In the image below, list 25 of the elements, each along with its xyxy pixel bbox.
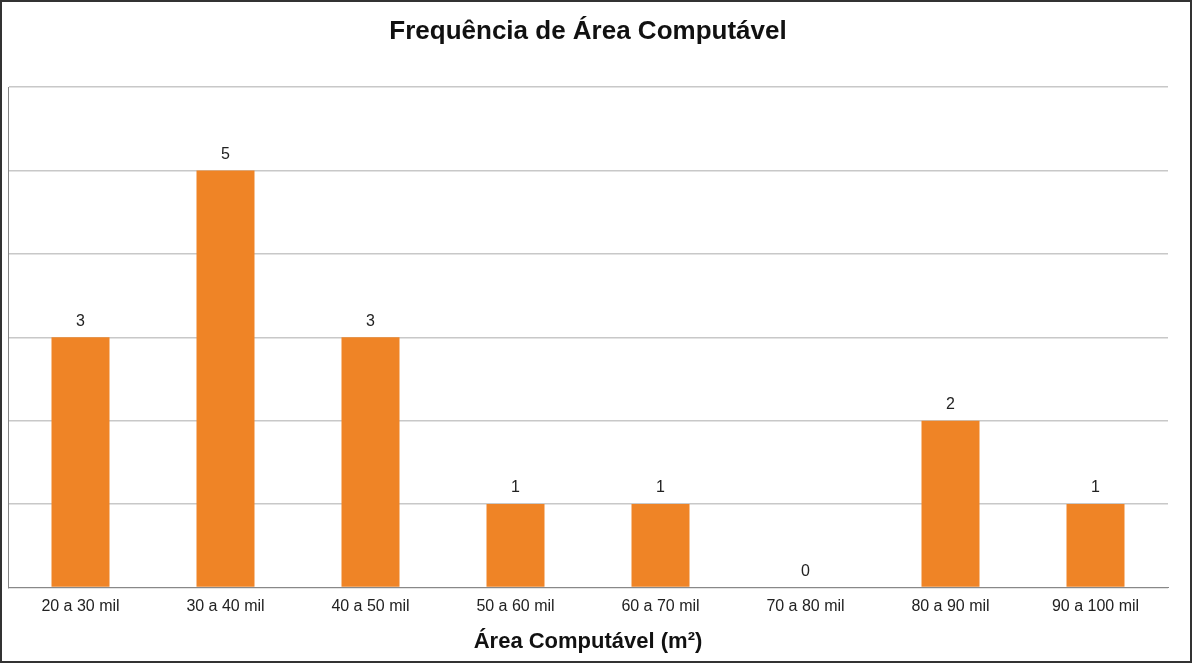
x-tick-label: 60 a 70 mil: [621, 597, 700, 615]
x-tick-label: 90 a 100 mil: [1051, 597, 1140, 615]
data-label: 0: [801, 561, 811, 579]
bar: [1066, 504, 1125, 587]
bar: [921, 420, 980, 587]
data-label: 1: [656, 478, 666, 496]
chart-title: Frequência de Área Computável: [389, 14, 787, 45]
data-label: 1: [1091, 478, 1101, 496]
bar: [51, 337, 110, 587]
bar: [631, 504, 690, 587]
data-label: 5: [221, 144, 231, 162]
x-tick-label: 30 a 40 mil: [186, 597, 265, 615]
data-label: 2: [946, 395, 956, 413]
bar: [341, 337, 400, 587]
x-tick-label: 20 a 30 mil: [41, 597, 120, 615]
x-tick-label: 50 a 60 mil: [476, 597, 555, 615]
x-tick-label: 40 a 50 mil: [331, 597, 410, 615]
bar: [196, 170, 255, 587]
x-tick-label: 70 a 80 mil: [766, 597, 845, 615]
data-label: 1: [511, 478, 521, 496]
data-label: 3: [76, 311, 86, 329]
x-tick-label: 80 a 90 mil: [911, 597, 990, 615]
bar: [486, 504, 545, 587]
x-axis-title: Área Computável (m²): [473, 627, 703, 653]
data-label: 3: [366, 311, 376, 329]
